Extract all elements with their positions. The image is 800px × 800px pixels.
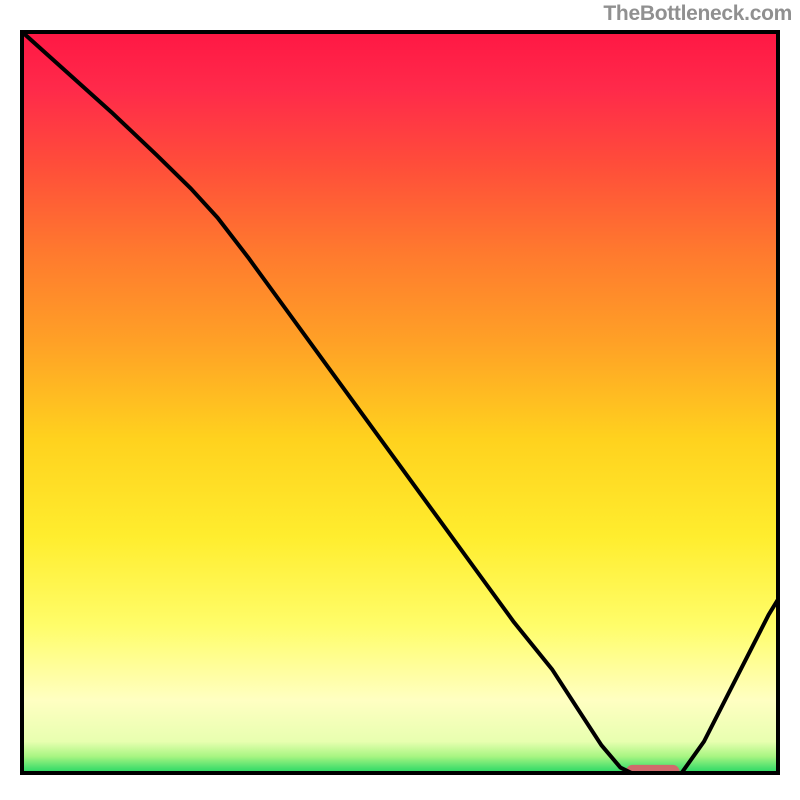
- gradient-background: [20, 30, 780, 775]
- plot-area: [20, 30, 780, 780]
- bottleneck-chart: [0, 0, 800, 800]
- chart-container: TheBottleneck.com: [0, 0, 800, 800]
- watermark-text: TheBottleneck.com: [603, 2, 792, 26]
